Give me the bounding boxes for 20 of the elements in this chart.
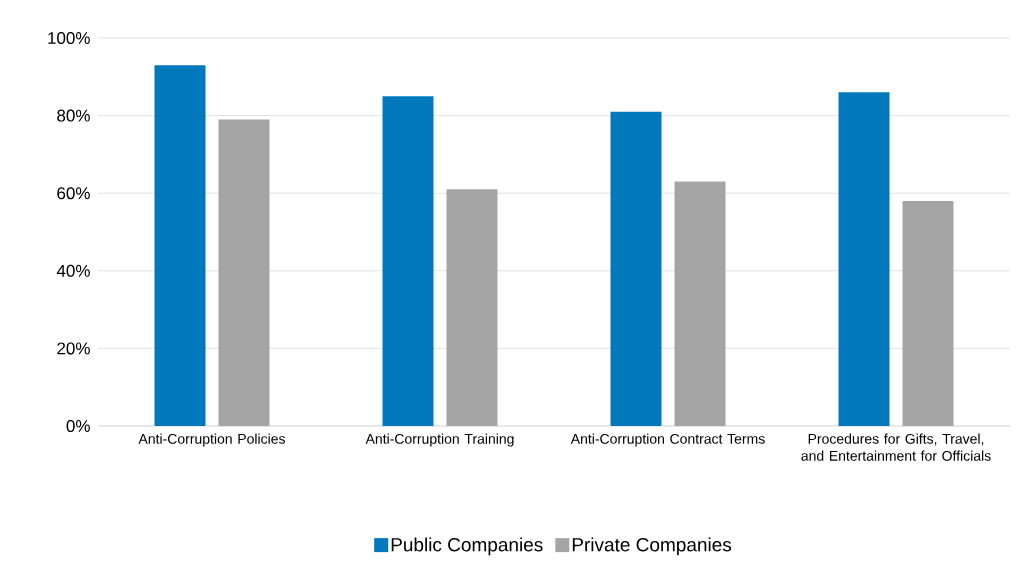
y-tick-label: 60% bbox=[57, 187, 90, 200]
legend-label: Private Companies bbox=[572, 537, 732, 556]
x-tick-label: Procedures for Gifts, Travel, and Entertainment for Officials bbox=[801, 433, 991, 461]
y-tick-label: 40% bbox=[56, 264, 90, 277]
bar bbox=[838, 92, 890, 426]
y-tick-label: 80% bbox=[57, 109, 90, 122]
bar bbox=[610, 111, 662, 426]
y-tick-label: 100% bbox=[48, 31, 90, 45]
bar bbox=[674, 181, 726, 426]
x-tick-label: Anti-Corruption Contract Terms bbox=[570, 433, 765, 447]
bar bbox=[154, 65, 206, 426]
bar bbox=[382, 96, 434, 426]
x-tick-label: Anti-Corruption Policies bbox=[138, 433, 285, 447]
legend-label: Public Companies bbox=[391, 537, 543, 556]
y-tick-label: 20% bbox=[57, 342, 90, 355]
bar bbox=[218, 119, 270, 426]
bar bbox=[446, 189, 498, 426]
x-tick-label: Anti-Corruption Training bbox=[365, 433, 514, 447]
y-tick-label: 0% bbox=[66, 419, 90, 433]
bar bbox=[902, 200, 954, 426]
